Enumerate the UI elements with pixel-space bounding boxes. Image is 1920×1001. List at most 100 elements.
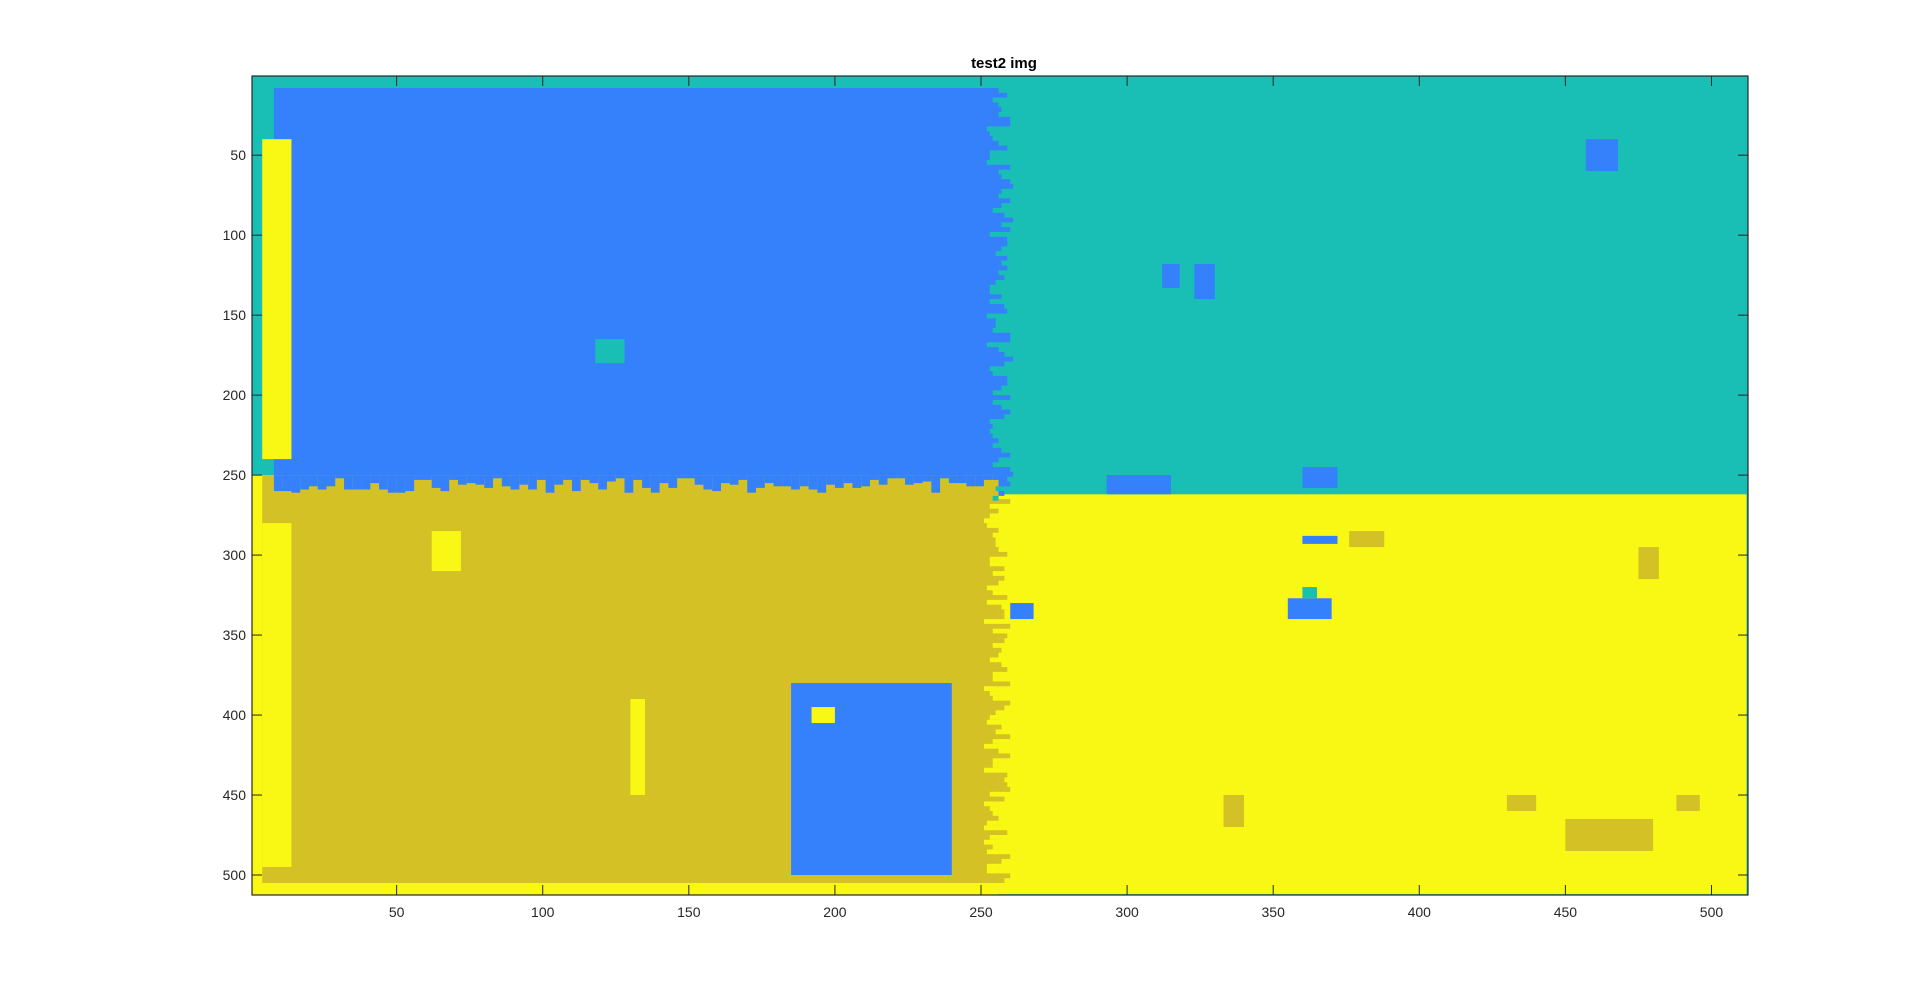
heatmap-blob xyxy=(811,707,835,724)
heatmap-cell xyxy=(989,231,999,237)
heatmap-cell xyxy=(326,475,336,487)
heatmap-cell xyxy=(986,719,999,725)
heatmap-cell xyxy=(986,523,999,528)
heatmap-cell xyxy=(659,475,669,484)
heatmap-cell xyxy=(998,87,1000,93)
heatmap-cell xyxy=(992,844,999,850)
heatmap-image xyxy=(252,76,1748,895)
heatmap-cell xyxy=(422,475,432,480)
heatmap-cell xyxy=(992,390,999,396)
heatmap-cell xyxy=(983,801,999,807)
heatmap-cell xyxy=(940,475,949,479)
heatmap-cell xyxy=(913,475,923,484)
heatmap-cell xyxy=(905,475,914,485)
heatmap-cell xyxy=(370,475,380,484)
heatmap-cell xyxy=(995,729,999,735)
heatmap-blob xyxy=(262,139,292,460)
heatmap-cell xyxy=(998,815,1000,821)
x-tick-label: 100 xyxy=(531,904,555,920)
heatmap-cell xyxy=(992,443,999,448)
heatmap-cell xyxy=(998,404,1002,410)
heatmap-cell xyxy=(998,452,1011,458)
heatmap-cell xyxy=(852,475,862,488)
y-tick-label: 200 xyxy=(223,387,247,403)
heatmap-cell xyxy=(998,332,1011,338)
heatmap-cell xyxy=(834,475,844,488)
heatmap-cell xyxy=(989,835,999,840)
heatmap-cell xyxy=(983,475,993,480)
axes: 50 100 150 200 250 300 350 400 450 500 50 100 150 200… xyxy=(223,75,1749,920)
heatmap-cell xyxy=(998,140,1000,146)
heatmap-cell xyxy=(989,691,999,696)
heatmap-cell xyxy=(998,217,1014,223)
x-tick-label: 250 xyxy=(969,904,993,920)
heatmap-cell xyxy=(493,475,502,479)
heatmap-cell xyxy=(998,471,1014,477)
heatmap-cell xyxy=(720,475,730,484)
heatmap-cell xyxy=(998,92,1008,98)
heatmap-cell xyxy=(983,767,999,773)
heatmap-cell xyxy=(791,475,800,490)
heatmap-cell xyxy=(992,571,999,576)
heatmap-blob xyxy=(262,523,292,868)
heatmap-blob xyxy=(1162,263,1180,288)
heatmap-cell xyxy=(998,575,1005,581)
heatmap-cell xyxy=(998,270,1000,276)
heatmap-cell xyxy=(986,342,999,348)
heatmap-cell xyxy=(998,303,1005,309)
heatmap-cell xyxy=(440,475,450,492)
heatmap-cell xyxy=(992,758,999,764)
heatmap-cell xyxy=(992,590,999,596)
heatmap-cell xyxy=(998,347,1000,352)
heatmap-cell xyxy=(998,527,1000,533)
heatmap-cell xyxy=(998,604,1002,610)
heatmap-cell xyxy=(992,327,999,333)
y-tick-label: 450 xyxy=(223,787,247,803)
heatmap-cell xyxy=(998,179,1011,184)
heatmap-cell xyxy=(475,475,485,485)
heatmap-cell xyxy=(998,395,1011,400)
heatmap-cell xyxy=(995,486,999,492)
heatmap-cell xyxy=(983,686,999,692)
heatmap-cell xyxy=(615,475,625,479)
heatmap-cell xyxy=(998,193,1000,199)
plot-area[interactable] xyxy=(252,76,1748,895)
heatmap-cell xyxy=(989,513,999,519)
heatmap-cell xyxy=(677,475,686,479)
heatmap-cell xyxy=(431,475,441,488)
heatmap-cell xyxy=(989,556,999,562)
heatmap-cell xyxy=(694,475,704,485)
heatmap-cell xyxy=(510,475,520,490)
heatmap-cell xyxy=(992,207,999,213)
heatmap-cell xyxy=(989,428,999,434)
heatmap-cell xyxy=(986,868,999,874)
heatmap-cell xyxy=(998,227,1011,232)
heatmap-cell xyxy=(986,126,999,132)
heatmap-cell xyxy=(989,366,999,372)
heatmap-cell xyxy=(995,251,999,256)
heatmap-cell xyxy=(948,475,958,484)
heatmap-cell xyxy=(998,772,1008,778)
heatmap-cell xyxy=(998,667,1008,672)
heatmap-cell xyxy=(998,859,1002,864)
heatmap-cell xyxy=(998,116,1011,122)
heatmap-cell xyxy=(995,537,999,543)
heatmap-cell xyxy=(957,475,967,484)
heatmap-cell xyxy=(998,705,1005,711)
heatmap-cell xyxy=(992,628,999,634)
heatmap-cell xyxy=(998,491,1005,496)
heatmap-cell xyxy=(519,475,529,485)
heatmap-cell xyxy=(998,724,1002,730)
heatmap-cell xyxy=(633,475,643,480)
heatmap-cell xyxy=(998,551,1008,557)
heatmap-cell xyxy=(747,475,757,493)
heatmap-cell xyxy=(998,380,1008,386)
heatmap-cell xyxy=(344,475,353,490)
y-tick-label: 350 xyxy=(223,627,247,643)
heatmap-cell xyxy=(738,475,748,480)
heatmap-cell xyxy=(992,371,999,376)
axes-box xyxy=(251,75,1749,896)
heatmap-cell xyxy=(989,284,999,290)
heatmap-cell xyxy=(685,475,695,479)
